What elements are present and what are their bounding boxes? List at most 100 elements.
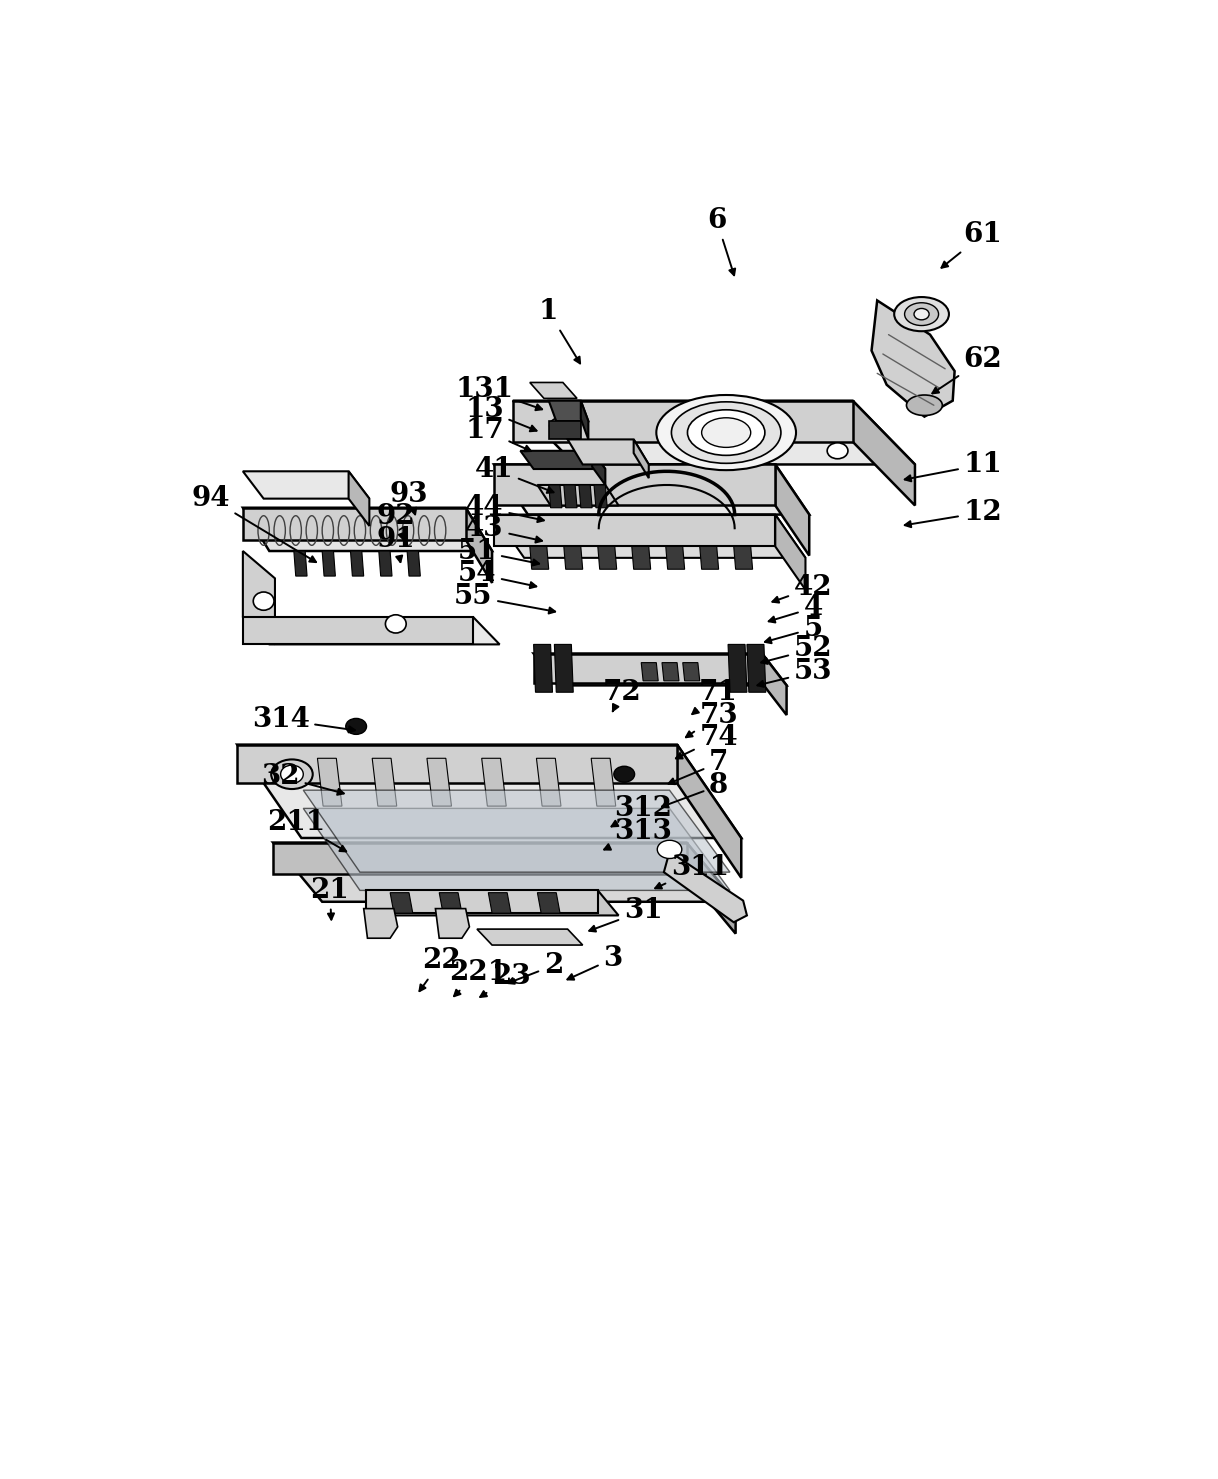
Ellipse shape	[906, 395, 943, 416]
Polygon shape	[568, 439, 649, 464]
Polygon shape	[564, 546, 582, 569]
Text: 52: 52	[761, 636, 832, 664]
Text: 221: 221	[449, 958, 507, 997]
Polygon shape	[318, 759, 342, 806]
Polygon shape	[554, 645, 574, 692]
Polygon shape	[242, 507, 465, 540]
Text: 55: 55	[454, 583, 555, 614]
Ellipse shape	[894, 297, 949, 331]
Ellipse shape	[385, 615, 406, 633]
Polygon shape	[495, 515, 805, 558]
Polygon shape	[548, 485, 561, 507]
Ellipse shape	[614, 766, 635, 782]
Text: 43: 43	[465, 515, 542, 543]
Polygon shape	[390, 893, 413, 913]
Polygon shape	[762, 654, 787, 714]
Ellipse shape	[687, 410, 765, 456]
Ellipse shape	[657, 395, 797, 470]
Text: 313: 313	[604, 818, 672, 850]
Polygon shape	[242, 617, 499, 645]
Ellipse shape	[549, 417, 570, 433]
Ellipse shape	[253, 592, 274, 611]
Ellipse shape	[272, 759, 313, 788]
Polygon shape	[495, 515, 776, 546]
Polygon shape	[776, 515, 805, 590]
Ellipse shape	[905, 303, 939, 325]
Polygon shape	[598, 546, 616, 569]
Text: 22: 22	[419, 948, 460, 991]
Polygon shape	[537, 893, 560, 913]
Polygon shape	[548, 422, 581, 439]
Polygon shape	[581, 401, 588, 439]
Polygon shape	[273, 843, 736, 902]
Polygon shape	[747, 645, 766, 692]
Polygon shape	[641, 663, 658, 680]
Ellipse shape	[702, 417, 750, 447]
Polygon shape	[436, 908, 469, 938]
Polygon shape	[633, 439, 649, 478]
Polygon shape	[428, 759, 452, 806]
Text: 311: 311	[655, 853, 728, 889]
Text: 54: 54	[458, 561, 536, 589]
Text: 93: 93	[390, 481, 429, 515]
Text: 23: 23	[480, 963, 530, 997]
Polygon shape	[663, 663, 678, 680]
Text: 312: 312	[611, 794, 672, 827]
Text: 31: 31	[590, 898, 663, 932]
Polygon shape	[481, 759, 507, 806]
Polygon shape	[533, 645, 553, 692]
Polygon shape	[348, 472, 369, 527]
Polygon shape	[776, 464, 809, 556]
Ellipse shape	[346, 719, 367, 735]
Polygon shape	[242, 472, 369, 498]
Text: 131: 131	[456, 376, 542, 410]
Polygon shape	[322, 552, 335, 577]
Polygon shape	[379, 552, 392, 577]
Text: 13: 13	[465, 396, 537, 432]
Polygon shape	[683, 663, 699, 680]
Text: 11: 11	[905, 451, 1002, 481]
Text: 12: 12	[905, 498, 1002, 527]
Polygon shape	[238, 744, 677, 784]
Polygon shape	[579, 485, 592, 507]
Polygon shape	[733, 546, 753, 569]
Ellipse shape	[280, 765, 303, 784]
Text: 2: 2	[508, 952, 563, 984]
Polygon shape	[548, 401, 588, 422]
Polygon shape	[513, 401, 915, 464]
Polygon shape	[477, 929, 582, 945]
Polygon shape	[407, 552, 420, 577]
Text: 91: 91	[376, 527, 415, 562]
Text: 17: 17	[465, 417, 531, 451]
Text: 4: 4	[769, 595, 822, 623]
Polygon shape	[440, 893, 462, 913]
Polygon shape	[294, 552, 307, 577]
Ellipse shape	[827, 442, 848, 458]
Polygon shape	[373, 759, 397, 806]
Polygon shape	[591, 759, 616, 806]
Text: 74: 74	[676, 725, 738, 759]
Polygon shape	[687, 843, 736, 933]
Text: 72: 72	[603, 679, 642, 711]
Text: 44: 44	[465, 494, 544, 522]
Polygon shape	[664, 852, 747, 923]
Text: 5: 5	[765, 615, 822, 643]
Text: 94: 94	[191, 485, 315, 562]
Text: 92: 92	[376, 503, 415, 540]
Polygon shape	[728, 645, 747, 692]
Text: 314: 314	[252, 705, 354, 734]
Polygon shape	[564, 485, 577, 507]
Text: 3: 3	[568, 945, 622, 979]
Polygon shape	[364, 908, 397, 938]
Polygon shape	[536, 759, 561, 806]
Polygon shape	[495, 464, 809, 515]
Text: 211: 211	[267, 809, 346, 852]
Text: 41: 41	[475, 456, 553, 493]
Text: 32: 32	[262, 763, 343, 794]
Polygon shape	[242, 507, 492, 552]
Polygon shape	[533, 654, 787, 685]
Polygon shape	[303, 809, 730, 890]
Polygon shape	[365, 890, 598, 913]
Ellipse shape	[658, 840, 682, 858]
Polygon shape	[853, 401, 915, 506]
